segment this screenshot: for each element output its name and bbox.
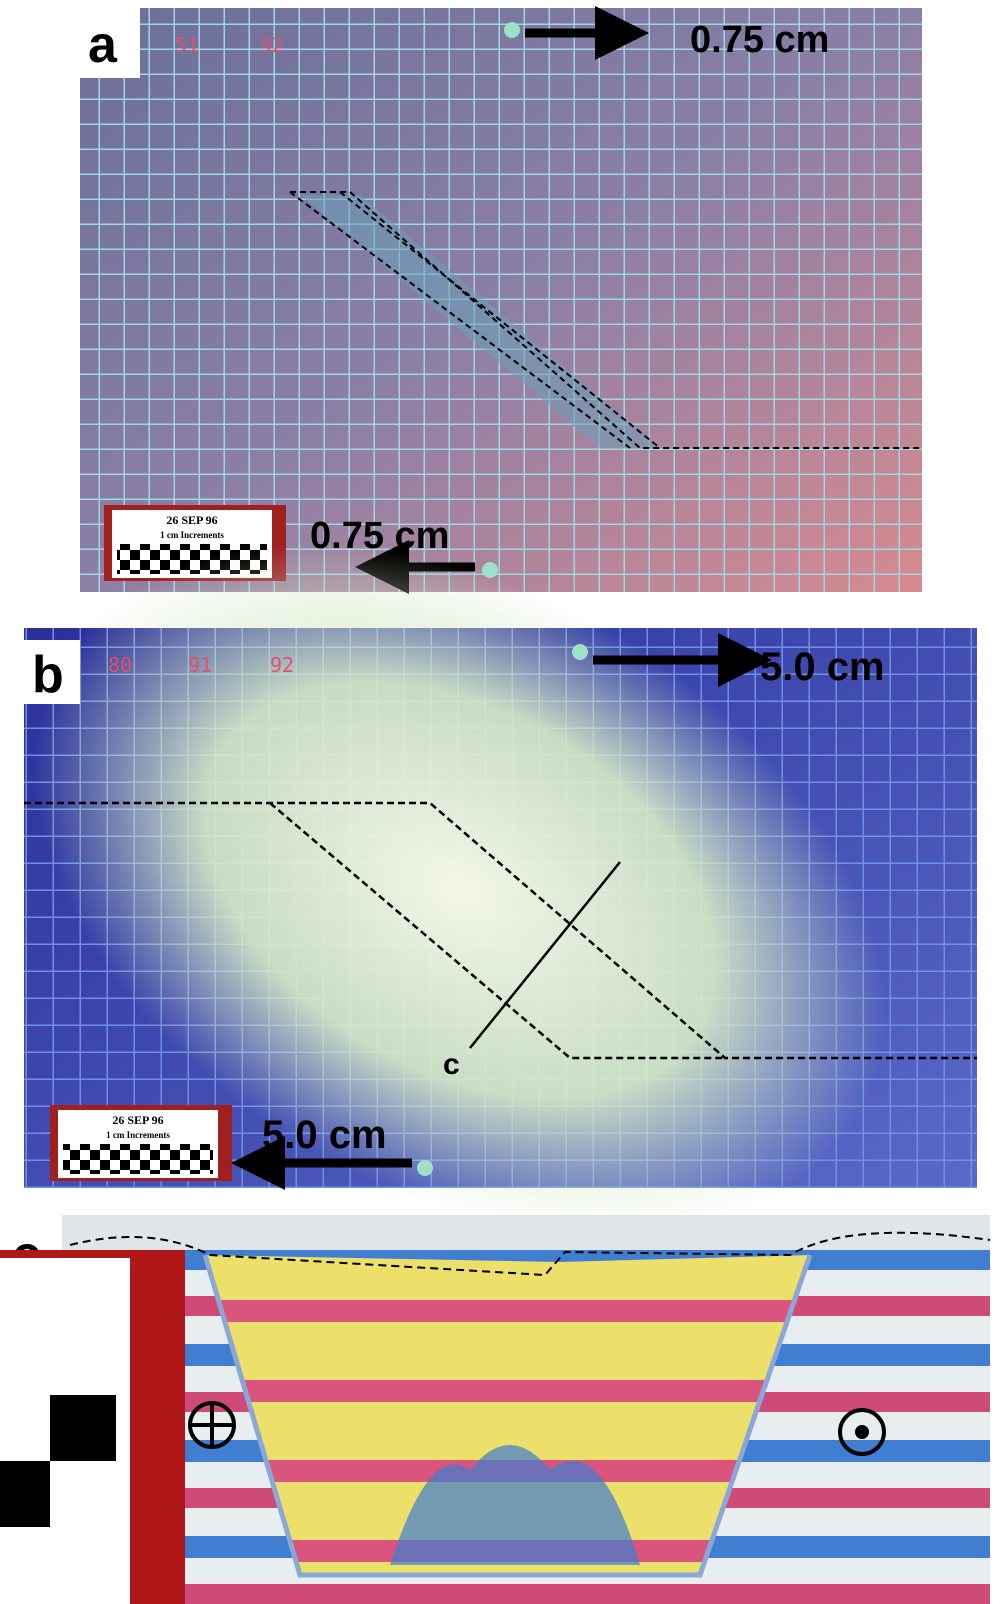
counter: 92 — [270, 653, 294, 677]
scale-card — [0, 1250, 185, 1604]
counter: 91 — [188, 653, 212, 677]
offset-label: 0.75 cm — [690, 19, 829, 61]
into-page-symbol — [190, 1403, 234, 1447]
panel-c: c — [0, 1215, 990, 1604]
page: {"panels": [ {"label": "a", "counter": [… — [0, 0, 1005, 1604]
scale-card: 26 SEP 96 1 cm Increments — [50, 1105, 232, 1181]
panel-a: a 51 92 0.75 cm 26 SEP 96 1 cm Increment… — [80, 8, 922, 592]
check — [0, 1461, 50, 1527]
figure: a 51 92 0.75 cm 26 SEP 96 1 cm Increment… — [0, 0, 1005, 1604]
dot — [855, 1425, 869, 1439]
check — [50, 1395, 116, 1461]
card-caption: 1 cm Increments — [160, 530, 224, 540]
panel-label: a — [88, 16, 118, 74]
offset-label: 5.0 cm — [760, 645, 885, 689]
grid — [80, 8, 922, 592]
marker — [417, 1160, 433, 1176]
panel-label: b — [32, 646, 64, 704]
card-date: 26 SEP 96 — [166, 513, 217, 527]
card-caption: 1 cm Increments — [106, 1130, 170, 1140]
counter: 92 — [260, 33, 284, 57]
card-date: 26 SEP 96 — [112, 1113, 163, 1127]
checkerboard — [63, 1144, 213, 1174]
counter: 80 — [108, 653, 132, 677]
offset-label: 5.0 cm — [262, 1113, 387, 1157]
marker — [572, 644, 588, 660]
marker — [504, 22, 520, 38]
counter: 51 — [175, 33, 199, 57]
section-label: c — [443, 1048, 460, 1081]
